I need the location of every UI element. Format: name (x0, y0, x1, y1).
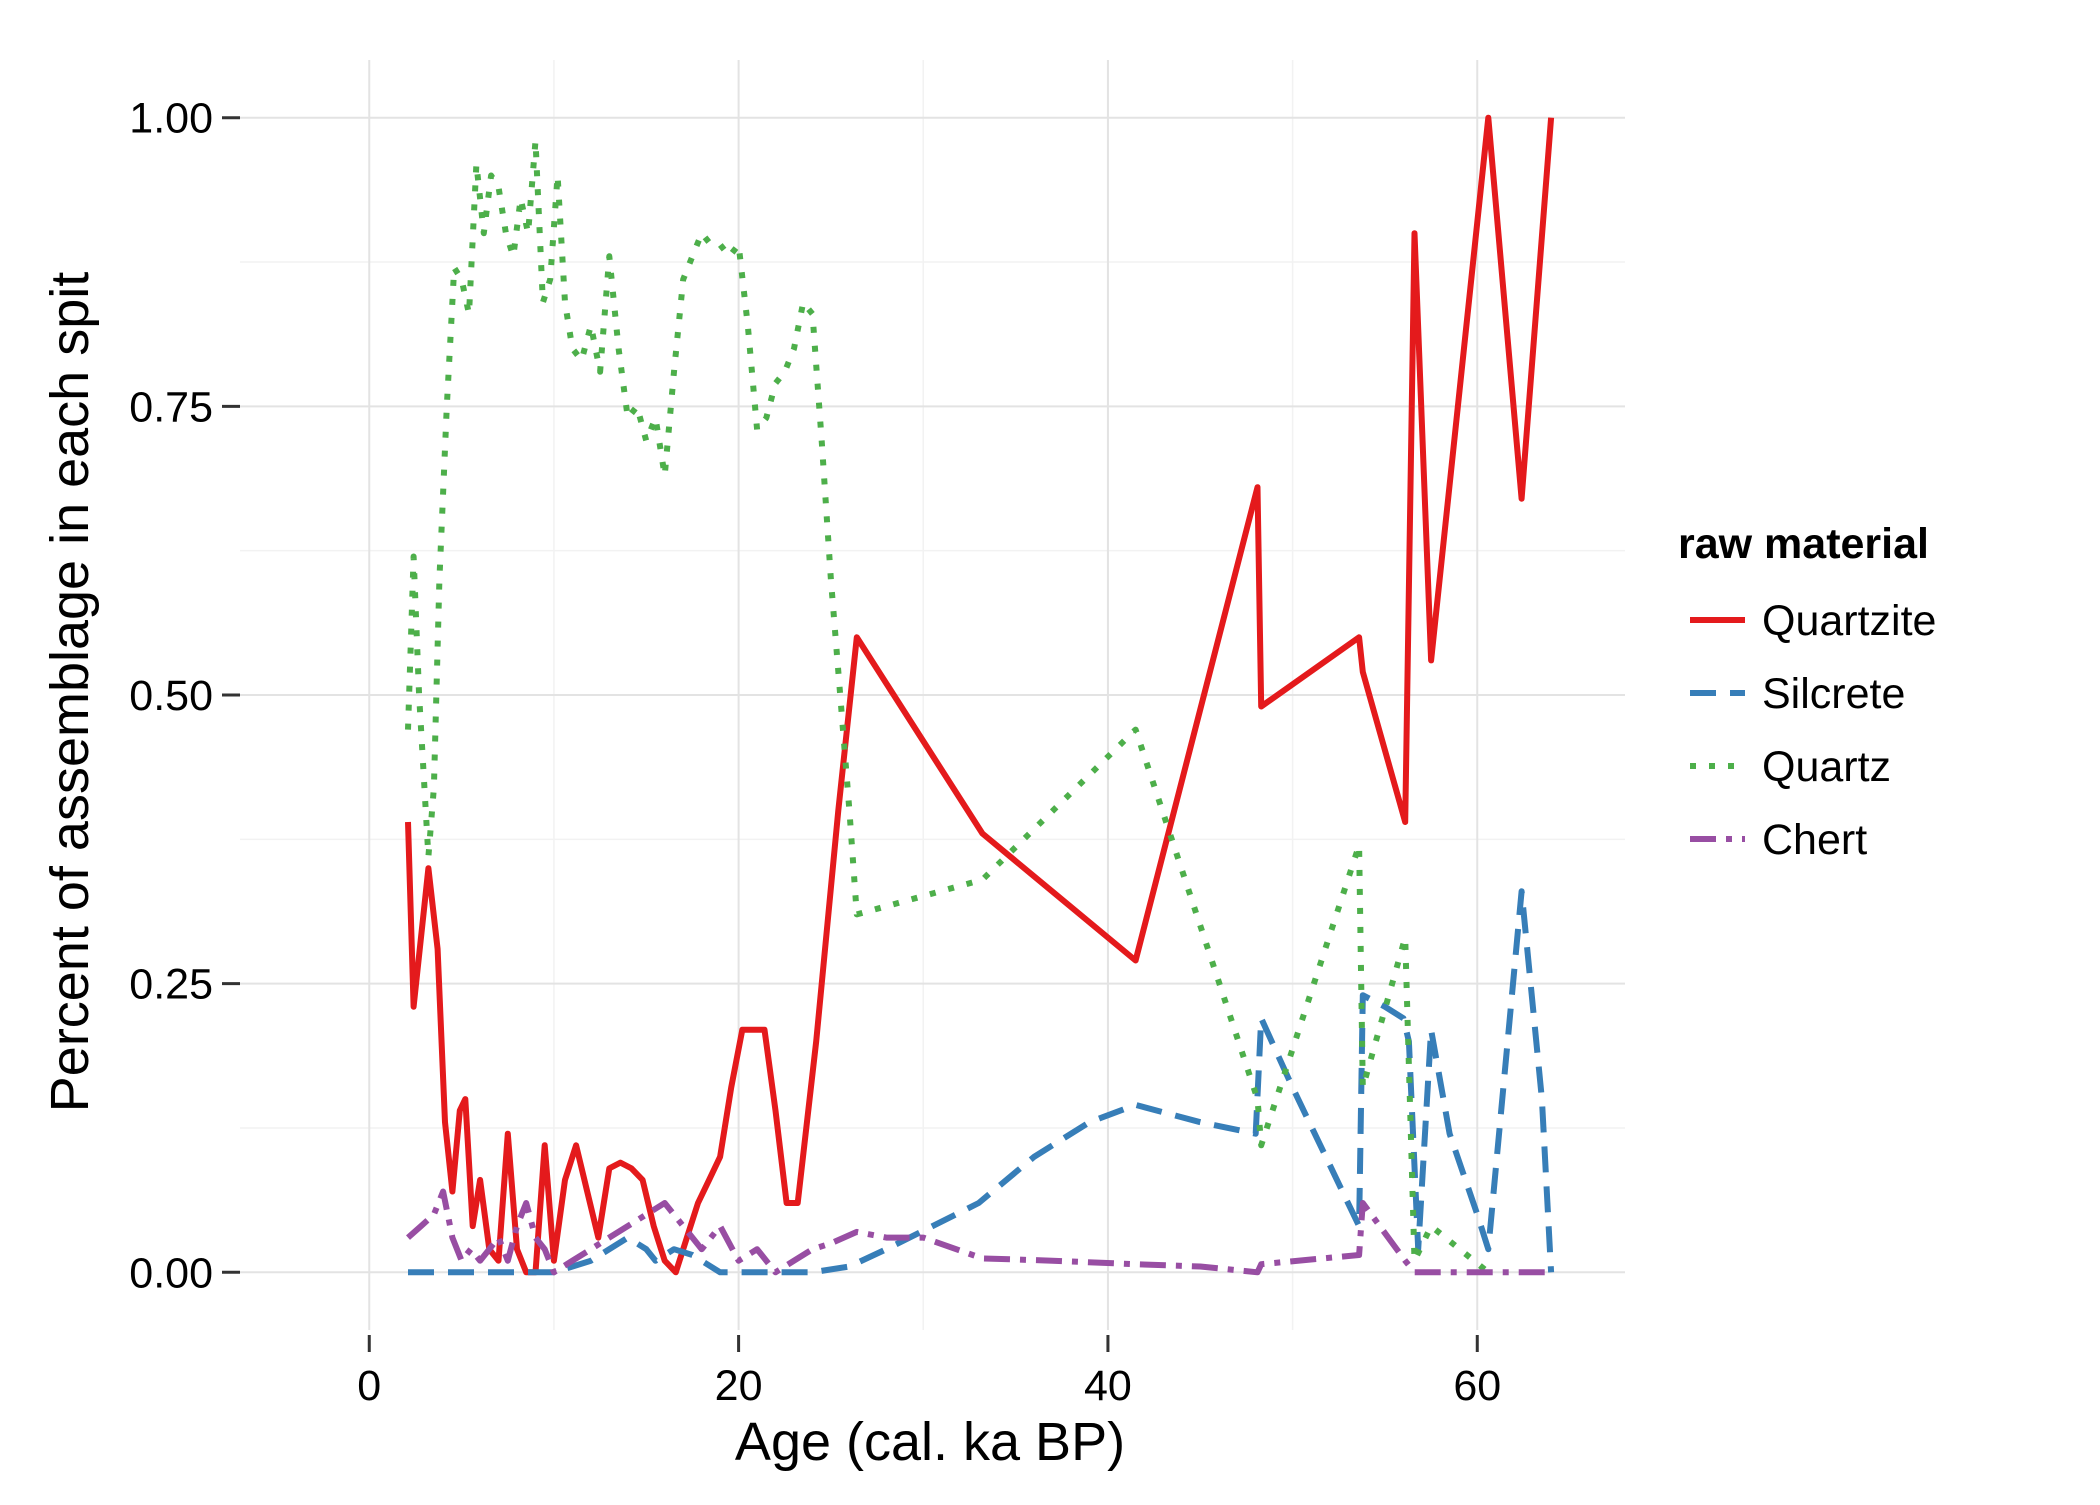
y-tick-label: 1.00 (129, 95, 213, 143)
legend-items: Quartzite Silcrete Quartz Chert (1690, 597, 1936, 864)
series-layer (405, 114, 1555, 1276)
series-line-chert (406, 1188, 1552, 1276)
x-tick-label: 20 (715, 1362, 763, 1410)
x-tick-label: 0 (357, 1362, 381, 1410)
y-tick-label: 0.75 (129, 383, 213, 431)
series-line-quartzite (405, 114, 1555, 1276)
legend-title: raw material (1678, 520, 1929, 568)
legend-label-silcrete: Silcrete (1762, 670, 1905, 718)
y-tick-label: 0.00 (129, 1249, 213, 1297)
y-axis-title: Percent of assemblage in each spit (40, 272, 100, 1112)
y-tick-label: 0.50 (129, 672, 213, 720)
x-tick-label: 60 (1453, 1362, 1501, 1410)
axis-layer: 0 20 40 60 0.00 0.25 0.50 0.75 1.00 (129, 95, 1501, 1410)
series-line-quartz (405, 137, 1491, 1275)
series-line-silcrete (408, 888, 1555, 1276)
x-tick-label: 40 (1084, 1362, 1132, 1410)
legend-label-quartzite: Quartzite (1762, 597, 1936, 645)
x-axis-title: Age (cal. ka BP) (735, 1412, 1125, 1472)
legend-label-quartz: Quartz (1762, 743, 1891, 791)
legend: raw material Quartzite Silcrete Quartz Cher… (1678, 520, 1936, 864)
y-tick-label: 0.25 (129, 961, 213, 1009)
legend-label-chert: Chert (1762, 816, 1867, 864)
